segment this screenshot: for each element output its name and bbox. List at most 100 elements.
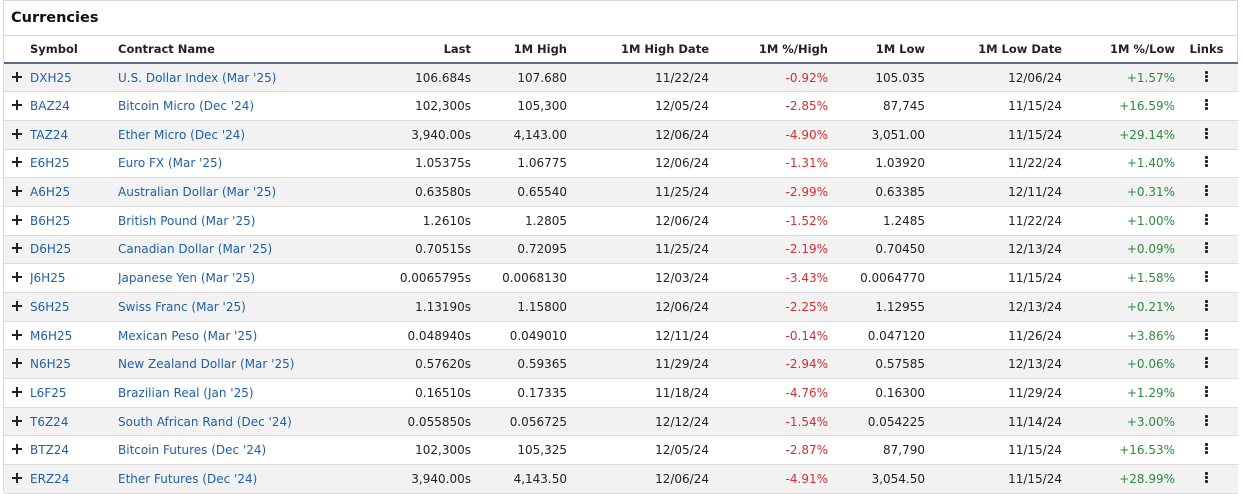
plus-icon[interactable]	[12, 128, 22, 139]
plus-icon[interactable]	[12, 415, 22, 426]
contract-name-link[interactable]: Australian Dollar (Mar '25)	[118, 185, 277, 200]
contract-name-link[interactable]: Ether Micro (Dec '24)	[118, 127, 246, 142]
kebab-menu-icon[interactable]	[1205, 385, 1208, 397]
table-row: DXH25 U.S. Dollar Index (Mar '25) 106.68…	[4, 63, 1238, 93]
plus-icon[interactable]	[12, 214, 22, 225]
1m-high-date: 12/11/24	[567, 321, 709, 351]
1m-high: 105,325	[471, 435, 567, 466]
1m-high-date: 11/22/24	[567, 63, 709, 93]
plus-icon[interactable]	[12, 186, 22, 197]
kebab-menu-icon[interactable]	[1205, 127, 1208, 139]
plus-icon[interactable]	[12, 358, 22, 369]
contract-name-link[interactable]: Japanese Yen (Mar '25)	[118, 271, 256, 286]
1m-pct-low-column-header[interactable]: 1M %/Low	[1062, 36, 1175, 64]
1m-low-column-header[interactable]: 1M Low	[828, 36, 925, 64]
symbol-link[interactable]: A6H25	[30, 185, 71, 200]
last-column-header[interactable]: Last	[363, 36, 471, 64]
kebab-menu-icon[interactable]	[1205, 242, 1208, 254]
contract-name-link[interactable]: Bitcoin Futures (Dec '24)	[118, 443, 267, 458]
1m-low: 0.57585	[828, 349, 925, 380]
1m-high-column-header[interactable]: 1M High	[471, 36, 567, 64]
1m-pct-high: -0.92%	[709, 63, 828, 93]
plus-icon[interactable]	[12, 329, 22, 340]
symbol-link[interactable]: BAZ24	[30, 99, 70, 114]
symbol-link[interactable]: J6H25	[30, 271, 66, 286]
last-price: 1.13190s	[363, 292, 471, 322]
symbol-link[interactable]: B6H25	[30, 213, 71, 228]
contract-name-column-header[interactable]: Contract Name	[118, 36, 363, 64]
symbol-link[interactable]: L6F25	[30, 385, 67, 400]
plus-icon[interactable]	[12, 472, 22, 483]
contract-name-link[interactable]: Mexican Peso (Mar '25)	[118, 328, 258, 343]
symbol-column-header[interactable]: Symbol	[30, 36, 118, 64]
1m-pct-high: -2.87%	[709, 435, 828, 466]
kebab-menu-icon[interactable]	[1205, 213, 1208, 225]
last-price: 0.055850s	[363, 407, 471, 437]
plus-icon[interactable]	[12, 386, 22, 397]
1m-low: 1.2485	[828, 206, 925, 236]
kebab-menu-icon[interactable]	[1205, 185, 1208, 197]
1m-high-date-column-header[interactable]: 1M High Date	[567, 36, 709, 64]
contract-name-link[interactable]: Brazilian Real (Jan '25)	[118, 385, 254, 400]
kebab-menu-icon[interactable]	[1205, 156, 1208, 168]
symbol-link[interactable]: T6Z24	[30, 414, 69, 429]
1m-pct-low: +1.00%	[1062, 206, 1175, 236]
1m-pct-high-column-header[interactable]: 1M %/High	[709, 36, 828, 64]
1m-pct-low: +0.31%	[1062, 177, 1175, 207]
contract-name-link[interactable]: Euro FX (Mar '25)	[118, 156, 223, 171]
1m-high-date: 12/06/24	[567, 206, 709, 236]
plus-icon[interactable]	[12, 157, 22, 168]
plus-icon[interactable]	[12, 444, 22, 455]
symbol-link[interactable]: S6H25	[30, 299, 70, 314]
1m-pct-high: -4.90%	[709, 120, 828, 150]
symbol-link[interactable]: D6H25	[30, 242, 72, 257]
symbol-link[interactable]: M6H25	[30, 328, 73, 343]
symbol-link[interactable]: E6H25	[30, 156, 70, 171]
1m-low-date-column-header[interactable]: 1M Low Date	[925, 36, 1062, 64]
1m-low: 3,054.50	[828, 464, 925, 494]
plus-icon[interactable]	[12, 272, 22, 283]
symbol-link[interactable]: BTZ24	[30, 443, 70, 458]
table-row: N6H25 New Zealand Dollar (Mar '25) 0.576…	[4, 349, 1238, 380]
contract-name-link[interactable]: Canadian Dollar (Mar '25)	[118, 242, 273, 257]
contract-name-link[interactable]: Swiss Franc (Mar '25)	[118, 299, 246, 314]
symbol-link[interactable]: DXH25	[30, 70, 72, 85]
last-price: 102,300s	[363, 91, 471, 121]
contract-name-link[interactable]: British Pound (Mar '25)	[118, 213, 256, 228]
kebab-menu-icon[interactable]	[1205, 443, 1208, 455]
contract-name-link[interactable]: U.S. Dollar Index (Mar '25)	[118, 70, 277, 85]
1m-low-date: 11/15/24	[925, 435, 1062, 466]
1m-pct-low: +1.58%	[1062, 263, 1175, 293]
table-row: BAZ24 Bitcoin Micro (Dec '24) 102,300s 1…	[4, 91, 1238, 121]
1m-low: 0.70450	[828, 235, 925, 265]
plus-icon[interactable]	[12, 100, 22, 111]
1m-high: 1.06775	[471, 149, 567, 179]
contract-name-link[interactable]: New Zealand Dollar (Mar '25)	[118, 357, 295, 372]
contract-name-link[interactable]: Ether Futures (Dec '24)	[118, 471, 258, 486]
symbol-link[interactable]: ERZ24	[30, 471, 70, 486]
kebab-menu-icon[interactable]	[1205, 271, 1208, 283]
symbol-link[interactable]: N6H25	[30, 357, 71, 372]
last-price: 102,300s	[363, 435, 471, 466]
1m-high: 0.17335	[471, 378, 567, 408]
contract-name-link[interactable]: Bitcoin Micro (Dec '24)	[118, 99, 255, 114]
1m-pct-high: -0.14%	[709, 321, 828, 351]
symbol-link[interactable]: TAZ24	[30, 127, 69, 142]
plus-icon[interactable]	[12, 243, 22, 254]
plus-icon[interactable]	[12, 71, 22, 82]
kebab-menu-icon[interactable]	[1205, 414, 1208, 426]
kebab-menu-icon[interactable]	[1205, 70, 1208, 82]
contract-name-link[interactable]: South African Rand (Dec '24)	[118, 414, 292, 429]
kebab-menu-icon[interactable]	[1205, 471, 1208, 483]
1m-high: 0.049010	[471, 321, 567, 351]
kebab-menu-icon[interactable]	[1205, 328, 1208, 340]
1m-low: 87,790	[828, 435, 925, 466]
kebab-menu-icon[interactable]	[1205, 99, 1208, 111]
1m-high-date: 12/06/24	[567, 120, 709, 150]
1m-low-date: 11/26/24	[925, 321, 1062, 351]
1m-high: 0.65540	[471, 177, 567, 207]
kebab-menu-icon[interactable]	[1205, 299, 1208, 311]
last-price: 0.63580s	[363, 177, 471, 207]
plus-icon[interactable]	[12, 300, 22, 311]
kebab-menu-icon[interactable]	[1205, 357, 1208, 369]
